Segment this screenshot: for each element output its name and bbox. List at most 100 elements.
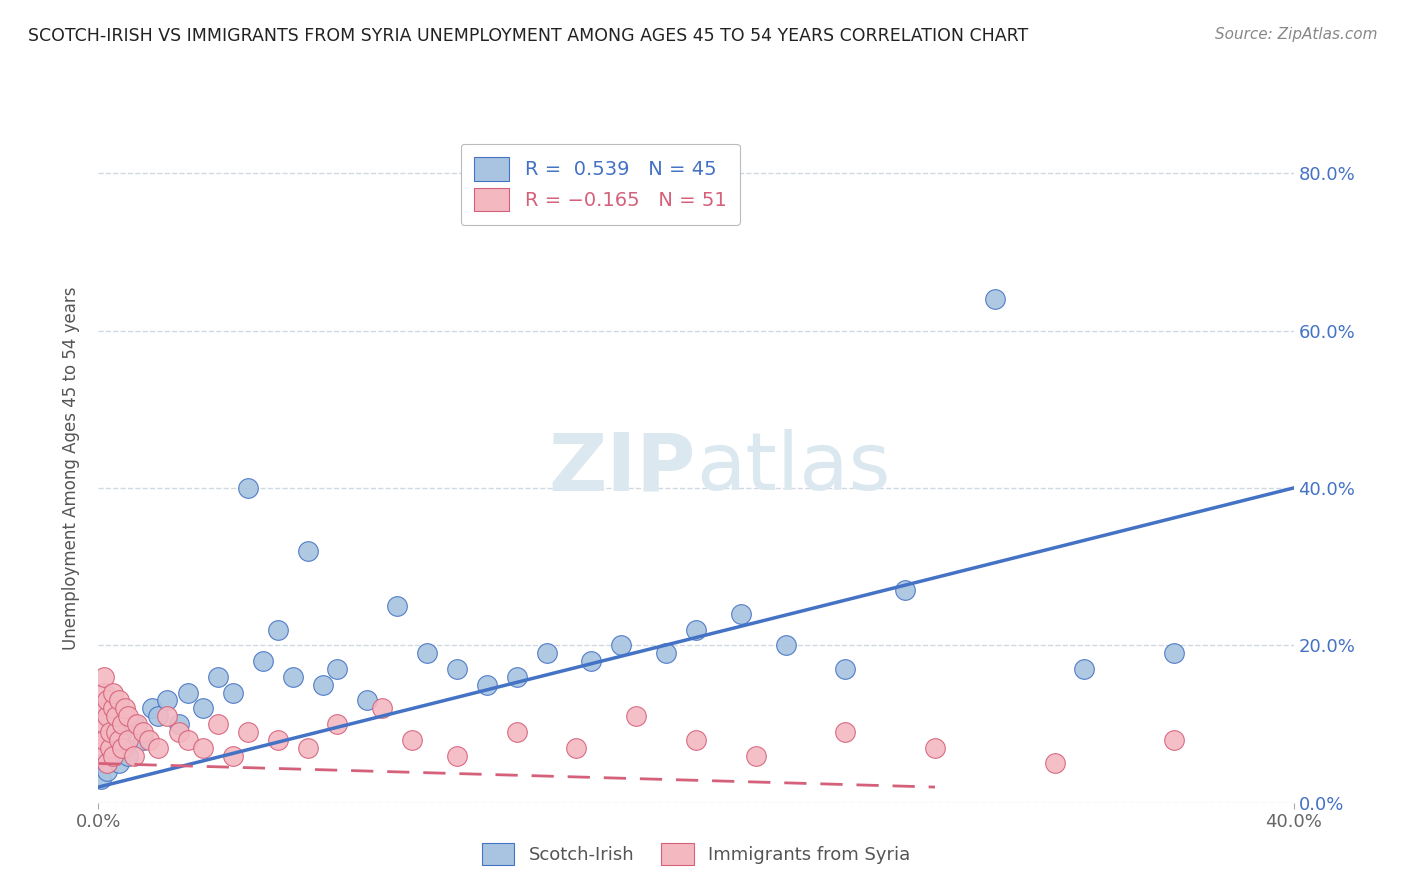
Point [90, 701, 112, 715]
Point [156, 709, 179, 723]
Point [156, 693, 179, 707]
Point [114, 701, 136, 715]
Point [111, 740, 134, 755]
Point [148, 740, 170, 755]
Point [1163, 646, 1185, 660]
Point [1073, 662, 1095, 676]
Point [96, 693, 118, 707]
Point [610, 639, 633, 653]
Point [626, 709, 648, 723]
Point [93, 717, 115, 731]
Point [177, 732, 200, 747]
Point [96, 709, 118, 723]
Point [297, 740, 319, 755]
Point [685, 732, 707, 747]
Point [326, 662, 349, 676]
Point [103, 748, 125, 763]
Point [730, 607, 752, 621]
Point [103, 701, 125, 715]
Point [105, 725, 128, 739]
Point [834, 662, 856, 676]
Point [90, 748, 112, 763]
Point [103, 748, 125, 763]
Point [111, 717, 134, 731]
Point [93, 756, 115, 771]
Point [100, 740, 122, 755]
Point [127, 717, 149, 731]
Point [148, 709, 170, 723]
Point [191, 740, 214, 755]
Point [108, 732, 131, 747]
Point [117, 732, 139, 747]
Point [108, 756, 131, 771]
Point [90, 772, 112, 787]
Point [96, 756, 118, 771]
Point [124, 748, 146, 763]
Point [222, 748, 245, 763]
Point [207, 717, 229, 731]
Text: ZIP: ZIP [548, 429, 696, 508]
Point [236, 725, 259, 739]
Text: atlas: atlas [696, 429, 890, 508]
Point [281, 670, 304, 684]
Point [416, 646, 439, 660]
Point [326, 717, 349, 731]
Point [1043, 756, 1066, 771]
Point [655, 646, 678, 660]
Point [111, 725, 134, 739]
Point [100, 725, 122, 739]
Point [446, 662, 468, 676]
Text: SCOTCH-IRISH VS IMMIGRANTS FROM SYRIA UNEMPLOYMENT AMONG AGES 45 TO 54 YEARS COR: SCOTCH-IRISH VS IMMIGRANTS FROM SYRIA UN… [28, 27, 1028, 45]
Point [117, 709, 139, 723]
Point [506, 725, 529, 739]
Point [984, 292, 1007, 306]
Text: Source: ZipAtlas.com: Source: ZipAtlas.com [1215, 27, 1378, 42]
Point [207, 670, 229, 684]
Point [475, 678, 498, 692]
Point [536, 646, 558, 660]
Point [132, 725, 155, 739]
Point [581, 654, 603, 668]
Point [114, 740, 136, 755]
Point [167, 725, 190, 739]
Legend: Scotch-Irish, Immigrants from Syria: Scotch-Irish, Immigrants from Syria [472, 834, 920, 874]
Point [565, 740, 588, 755]
Point [924, 740, 946, 755]
Point [117, 748, 139, 763]
Point [745, 748, 768, 763]
Point [124, 717, 146, 731]
Point [93, 732, 115, 747]
Point [222, 685, 245, 699]
Point [167, 717, 190, 731]
Point [401, 732, 423, 747]
Point [191, 701, 214, 715]
Point [177, 685, 200, 699]
Point [103, 685, 125, 699]
Point [108, 693, 131, 707]
Point [93, 685, 115, 699]
Point [371, 701, 394, 715]
Point [356, 693, 378, 707]
Point [90, 732, 112, 747]
Point [894, 583, 917, 598]
Point [96, 764, 118, 779]
Point [267, 732, 290, 747]
Point [685, 623, 707, 637]
Point [132, 732, 155, 747]
Point [236, 481, 259, 495]
Point [105, 709, 128, 723]
Point [252, 654, 274, 668]
Point [100, 740, 122, 755]
Point [297, 544, 319, 558]
Point [1163, 732, 1185, 747]
Point [105, 732, 128, 747]
Point [385, 599, 409, 613]
Point [138, 732, 160, 747]
Point [775, 639, 797, 653]
Point [446, 748, 468, 763]
Y-axis label: Unemployment Among Ages 45 to 54 years: Unemployment Among Ages 45 to 54 years [62, 286, 80, 650]
Point [141, 701, 163, 715]
Point [834, 725, 856, 739]
Point [506, 670, 529, 684]
Point [311, 678, 333, 692]
